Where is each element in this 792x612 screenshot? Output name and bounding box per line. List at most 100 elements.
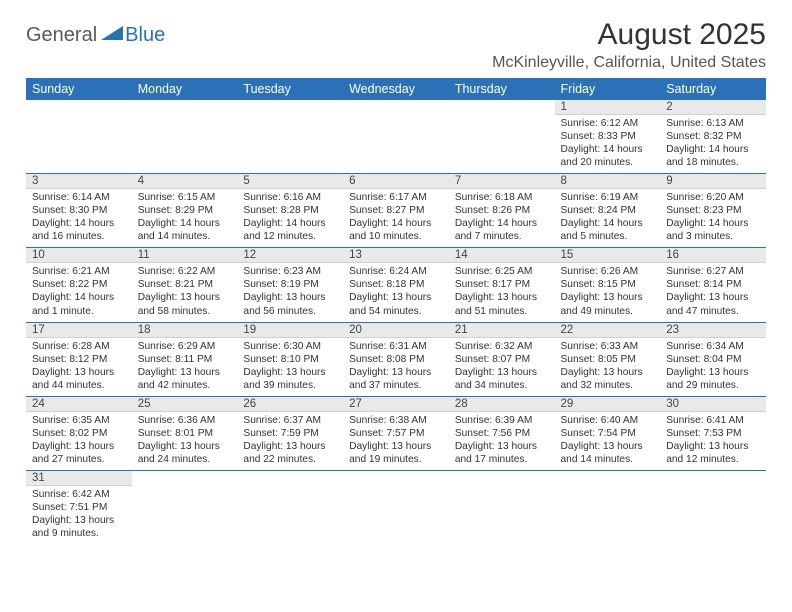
- day-header: Wednesday: [343, 78, 449, 100]
- day-content: Sunrise: 6:29 AMSunset: 8:11 PMDaylight:…: [132, 338, 238, 396]
- sunrise-line: Sunrise: 6:35 AM: [32, 414, 126, 427]
- sunrise-line: Sunrise: 6:39 AM: [455, 414, 549, 427]
- day-cell: 31Sunrise: 6:42 AMSunset: 7:51 PMDayligh…: [26, 470, 132, 544]
- day-number: 24: [26, 397, 132, 412]
- daylight-line: Daylight: 14 hours and 5 minutes.: [561, 217, 655, 243]
- sunrise-line: Sunrise: 6:26 AM: [561, 265, 655, 278]
- daylight-line: Daylight: 14 hours and 3 minutes.: [666, 217, 760, 243]
- day-cell: 12Sunrise: 6:23 AMSunset: 8:19 PMDayligh…: [237, 248, 343, 322]
- daylight-line: Daylight: 13 hours and 24 minutes.: [138, 440, 232, 466]
- logo-text-blue: Blue: [125, 24, 165, 47]
- week-row: 10Sunrise: 6:21 AMSunset: 8:22 PMDayligh…: [26, 248, 766, 322]
- daylight-line: Daylight: 13 hours and 12 minutes.: [666, 440, 760, 466]
- day-cell: [26, 100, 132, 174]
- day-content: Sunrise: 6:16 AMSunset: 8:28 PMDaylight:…: [237, 189, 343, 247]
- daylight-line: Daylight: 13 hours and 37 minutes.: [349, 366, 443, 392]
- sunset-line: Sunset: 8:07 PM: [455, 353, 549, 366]
- sunset-line: Sunset: 8:27 PM: [349, 204, 443, 217]
- day-cell: 14Sunrise: 6:25 AMSunset: 8:17 PMDayligh…: [449, 248, 555, 322]
- sunrise-line: Sunrise: 6:22 AM: [138, 265, 232, 278]
- day-number: 27: [343, 397, 449, 412]
- day-cell: 7Sunrise: 6:18 AMSunset: 8:26 PMDaylight…: [449, 174, 555, 248]
- day-content: Sunrise: 6:21 AMSunset: 8:22 PMDaylight:…: [26, 263, 132, 321]
- sunset-line: Sunset: 8:30 PM: [32, 204, 126, 217]
- sunset-line: Sunset: 7:56 PM: [455, 427, 549, 440]
- day-cell: 17Sunrise: 6:28 AMSunset: 8:12 PMDayligh…: [26, 322, 132, 396]
- day-cell: 3Sunrise: 6:14 AMSunset: 8:30 PMDaylight…: [26, 174, 132, 248]
- day-cell: [449, 100, 555, 174]
- day-cell: 20Sunrise: 6:31 AMSunset: 8:08 PMDayligh…: [343, 322, 449, 396]
- day-number: 19: [237, 323, 343, 338]
- day-cell: [555, 470, 661, 544]
- sunrise-line: Sunrise: 6:30 AM: [243, 340, 337, 353]
- daylight-line: Daylight: 13 hours and 29 minutes.: [666, 366, 760, 392]
- sunrise-line: Sunrise: 6:24 AM: [349, 265, 443, 278]
- sunrise-line: Sunrise: 6:36 AM: [138, 414, 232, 427]
- day-content: Sunrise: 6:25 AMSunset: 8:17 PMDaylight:…: [449, 263, 555, 321]
- day-cell: 24Sunrise: 6:35 AMSunset: 8:02 PMDayligh…: [26, 396, 132, 470]
- sunrise-line: Sunrise: 6:23 AM: [243, 265, 337, 278]
- title-block: August 2025 McKinleyville, California, U…: [492, 18, 766, 72]
- sunset-line: Sunset: 8:12 PM: [32, 353, 126, 366]
- daylight-line: Daylight: 14 hours and 12 minutes.: [243, 217, 337, 243]
- sunrise-line: Sunrise: 6:17 AM: [349, 191, 443, 204]
- calendar-body: 1Sunrise: 6:12 AMSunset: 8:33 PMDaylight…: [26, 100, 766, 544]
- day-content: Sunrise: 6:26 AMSunset: 8:15 PMDaylight:…: [555, 263, 661, 321]
- sunset-line: Sunset: 8:15 PM: [561, 278, 655, 291]
- day-number: 17: [26, 323, 132, 338]
- day-number: 31: [26, 471, 132, 486]
- day-number: 15: [555, 248, 661, 263]
- day-number: 26: [237, 397, 343, 412]
- daylight-line: Daylight: 13 hours and 44 minutes.: [32, 366, 126, 392]
- day-cell: 10Sunrise: 6:21 AMSunset: 8:22 PMDayligh…: [26, 248, 132, 322]
- day-number: 8: [555, 174, 661, 189]
- daylight-line: Daylight: 13 hours and 22 minutes.: [243, 440, 337, 466]
- sunset-line: Sunset: 8:22 PM: [32, 278, 126, 291]
- day-content: Sunrise: 6:41 AMSunset: 7:53 PMDaylight:…: [660, 412, 766, 470]
- day-cell: [237, 470, 343, 544]
- day-number: 10: [26, 248, 132, 263]
- day-cell: 8Sunrise: 6:19 AMSunset: 8:24 PMDaylight…: [555, 174, 661, 248]
- day-content: Sunrise: 6:18 AMSunset: 8:26 PMDaylight:…: [449, 189, 555, 247]
- day-cell: 26Sunrise: 6:37 AMSunset: 7:59 PMDayligh…: [237, 396, 343, 470]
- day-content: Sunrise: 6:36 AMSunset: 8:01 PMDaylight:…: [132, 412, 238, 470]
- day-header: Monday: [132, 78, 238, 100]
- day-cell: [343, 100, 449, 174]
- day-header: Tuesday: [237, 78, 343, 100]
- day-content: Sunrise: 6:19 AMSunset: 8:24 PMDaylight:…: [555, 189, 661, 247]
- day-number: 12: [237, 248, 343, 263]
- day-cell: 9Sunrise: 6:20 AMSunset: 8:23 PMDaylight…: [660, 174, 766, 248]
- sunset-line: Sunset: 8:04 PM: [666, 353, 760, 366]
- day-content: Sunrise: 6:34 AMSunset: 8:04 PMDaylight:…: [660, 338, 766, 396]
- sunrise-line: Sunrise: 6:32 AM: [455, 340, 549, 353]
- day-cell: 6Sunrise: 6:17 AMSunset: 8:27 PMDaylight…: [343, 174, 449, 248]
- daylight-line: Daylight: 14 hours and 20 minutes.: [561, 143, 655, 169]
- sunset-line: Sunset: 8:33 PM: [561, 130, 655, 143]
- day-content: Sunrise: 6:24 AMSunset: 8:18 PMDaylight:…: [343, 263, 449, 321]
- sunset-line: Sunset: 7:59 PM: [243, 427, 337, 440]
- day-number: 4: [132, 174, 238, 189]
- day-number: 22: [555, 323, 661, 338]
- day-number: 7: [449, 174, 555, 189]
- day-content: Sunrise: 6:22 AMSunset: 8:21 PMDaylight:…: [132, 263, 238, 321]
- sunrise-line: Sunrise: 6:13 AM: [666, 117, 760, 130]
- day-header: Thursday: [449, 78, 555, 100]
- sunrise-line: Sunrise: 6:12 AM: [561, 117, 655, 130]
- day-content: Sunrise: 6:15 AMSunset: 8:29 PMDaylight:…: [132, 189, 238, 247]
- sunset-line: Sunset: 7:54 PM: [561, 427, 655, 440]
- day-header: Sunday: [26, 78, 132, 100]
- sunset-line: Sunset: 8:21 PM: [138, 278, 232, 291]
- sunrise-line: Sunrise: 6:40 AM: [561, 414, 655, 427]
- day-number: 25: [132, 397, 238, 412]
- daylight-line: Daylight: 14 hours and 14 minutes.: [138, 217, 232, 243]
- calendar-table: SundayMondayTuesdayWednesdayThursdayFrid…: [26, 78, 766, 544]
- day-number: 9: [660, 174, 766, 189]
- daylight-line: Daylight: 13 hours and 51 minutes.: [455, 291, 549, 317]
- sunrise-line: Sunrise: 6:20 AM: [666, 191, 760, 204]
- day-cell: 15Sunrise: 6:26 AMSunset: 8:15 PMDayligh…: [555, 248, 661, 322]
- day-cell: 21Sunrise: 6:32 AMSunset: 8:07 PMDayligh…: [449, 322, 555, 396]
- daylight-line: Daylight: 14 hours and 18 minutes.: [666, 143, 760, 169]
- daylight-line: Daylight: 13 hours and 54 minutes.: [349, 291, 443, 317]
- triangle-icon: [101, 25, 123, 46]
- daylight-line: Daylight: 13 hours and 17 minutes.: [455, 440, 549, 466]
